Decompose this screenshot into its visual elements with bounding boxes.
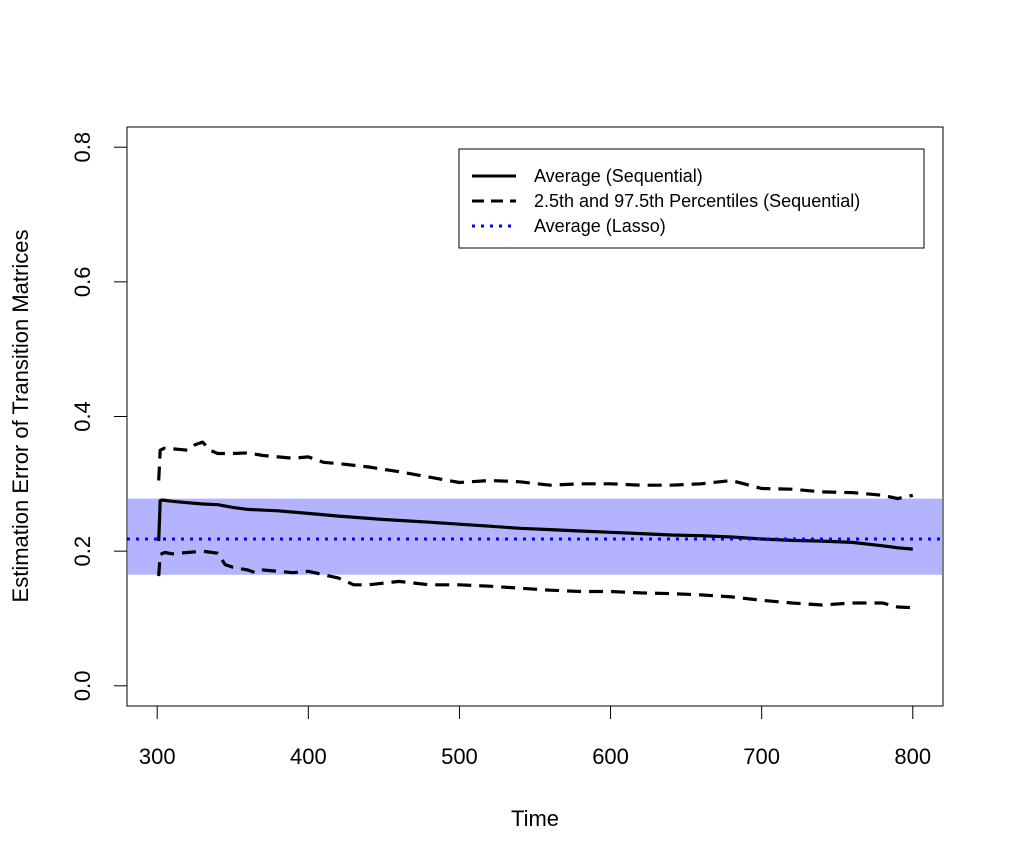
- legend: Average (Sequential) 2.5th and 97.5th Per…: [458, 148, 925, 249]
- y-tick-label: 0.2: [70, 536, 95, 567]
- legend-label: Average (Lasso): [534, 216, 666, 236]
- x-tick-label: 400: [290, 744, 327, 769]
- legend-label: 2.5th and 97.5th Percentiles (Sequential…: [534, 191, 860, 211]
- series-line-1: [157, 440, 914, 501]
- x-tick-label: 500: [441, 744, 478, 769]
- legend-box: [458, 148, 925, 249]
- x-tick-label: 700: [743, 744, 780, 769]
- legend-label: Average (Sequential): [534, 166, 703, 186]
- series-layer: [127, 440, 943, 610]
- y-tick-label: 0.8: [70, 132, 95, 163]
- y-tick-label: 0.6: [70, 267, 95, 298]
- y-axis: 0.0 0.2 0.4 0.6 0.8: [70, 132, 128, 702]
- x-axis: 300 400 500 600 700 800: [139, 705, 931, 769]
- x-tick-label: 600: [592, 744, 629, 769]
- x-axis-label: Time: [511, 806, 559, 831]
- y-axis-label: Estimation Error of Transition Matrices: [8, 230, 33, 603]
- y-tick-label: 0.4: [70, 401, 95, 432]
- series-line-0: [157, 498, 913, 551]
- x-tick-label: 800: [894, 744, 931, 769]
- series-line-2: [157, 549, 913, 610]
- x-tick-label: 300: [139, 744, 176, 769]
- y-tick-label: 0.0: [70, 671, 95, 702]
